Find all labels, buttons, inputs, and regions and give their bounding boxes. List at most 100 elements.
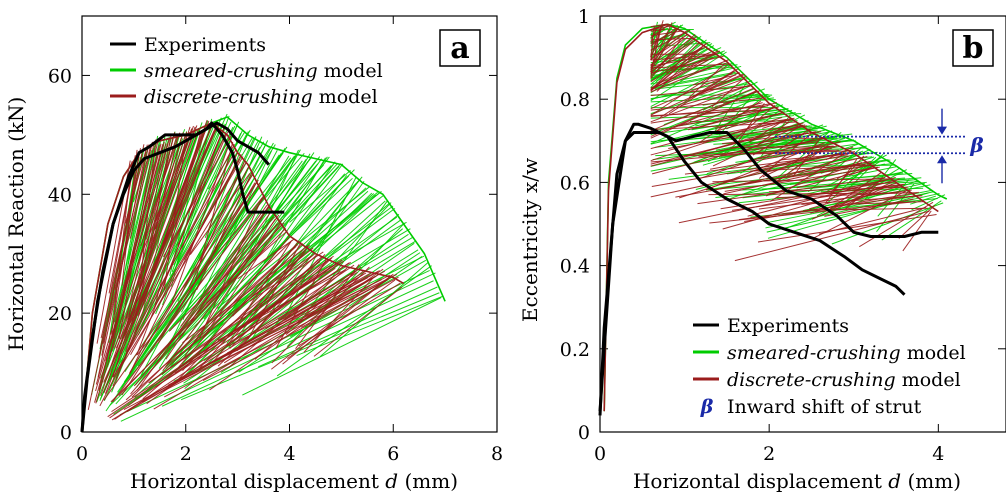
model-spike-line — [111, 132, 205, 367]
model-spike-line — [171, 143, 230, 302]
model-spike-line — [140, 132, 181, 247]
model-spike-line — [679, 149, 839, 157]
model-spike-line — [709, 145, 838, 170]
panel-b-frame — [599, 15, 1006, 433]
model-spike-line — [214, 182, 258, 249]
legend-label: smeared-crushing model — [144, 60, 383, 82]
legend-label: discrete-crushing model — [727, 369, 961, 391]
model-spike-line — [668, 124, 800, 149]
model-spike-line — [650, 29, 691, 57]
model-spike-line — [876, 183, 915, 232]
model-spike-line — [752, 124, 802, 156]
model-spike-line — [680, 127, 822, 141]
panel-b-letter: b — [963, 31, 984, 66]
model-spike-line — [757, 117, 795, 125]
model-spike-line — [811, 183, 893, 220]
model-spike-line — [249, 254, 317, 318]
model-spike-line — [650, 154, 848, 198]
model-spike-line — [133, 216, 275, 387]
model-spike-line — [650, 121, 797, 131]
model-spike-line — [650, 28, 676, 47]
model-spike-line — [208, 157, 292, 261]
model-spike-line — [155, 261, 351, 388]
model-spike-line — [271, 274, 392, 370]
model-spike-line — [148, 255, 334, 384]
model-spike-line — [772, 124, 824, 143]
model-spike-line — [249, 251, 324, 302]
model-spike-line — [153, 275, 377, 410]
model-spike-line — [112, 127, 225, 387]
model-spike-line — [801, 195, 923, 205]
model-spike-line — [252, 255, 312, 297]
model-spike-line — [650, 119, 788, 156]
model-spike-line — [765, 189, 933, 224]
model-spike-line — [786, 155, 850, 177]
model-spike-line — [190, 210, 273, 322]
model-spike-line — [103, 122, 220, 383]
model-spike-line — [725, 119, 793, 134]
y-tick-label: 40 — [48, 184, 72, 206]
legend-label: Experiments — [727, 315, 849, 337]
panel-b-data — [598, 20, 948, 416]
model-spike-line — [650, 125, 808, 165]
x-tick-label: 6 — [387, 443, 399, 465]
model-spike-line — [898, 204, 936, 239]
model-spike-line — [232, 243, 304, 317]
experiment-line — [598, 122, 906, 412]
model-spike-line — [902, 210, 932, 252]
model-spike-line — [719, 90, 757, 136]
model-spike-line — [650, 85, 751, 96]
model-spike-line — [209, 268, 384, 391]
model-spike-line — [824, 198, 914, 217]
series-discrete-crushing-model — [81, 119, 404, 433]
model-spike-line — [650, 23, 667, 28]
y-tick-label: 0 — [578, 422, 590, 444]
experiment-line — [80, 121, 285, 433]
model-envelope-line — [603, 23, 939, 412]
model-spike-line — [161, 280, 434, 407]
model-spike-line — [650, 71, 736, 89]
model-envelope-line — [603, 23, 948, 412]
model-spike-line — [258, 286, 438, 368]
model-spike-line — [859, 201, 934, 248]
model-spike-line — [136, 195, 264, 356]
model-spike-line — [710, 156, 868, 192]
model-spike-line — [757, 214, 937, 243]
model-spike-line — [688, 62, 726, 98]
model-spike-line — [304, 270, 386, 317]
model-spike-line — [124, 151, 147, 224]
model-spike-line — [168, 219, 283, 332]
model-spike-line — [734, 210, 930, 262]
model-spike-line — [792, 139, 820, 178]
model-spike-line — [162, 135, 232, 258]
model-spike-line — [298, 282, 401, 347]
model-spike-line — [650, 116, 783, 162]
model-spike-line — [125, 156, 313, 382]
model-spike-line — [796, 166, 879, 189]
model-spike-line — [121, 182, 261, 396]
model-spike-line — [650, 29, 691, 51]
model-spike-line — [679, 147, 832, 199]
model-spike-line — [112, 195, 266, 403]
model-spike-line — [705, 172, 913, 191]
model-spike-line — [206, 230, 288, 304]
model-spike-line — [158, 125, 198, 228]
y-tick-label: 0.8 — [560, 89, 590, 111]
model-spike-line — [133, 148, 237, 334]
model-spike-line — [679, 65, 742, 81]
model-spike-line — [277, 270, 357, 321]
model-spike-line — [276, 265, 432, 377]
model-spike-line — [125, 143, 169, 320]
model-spike-line — [738, 194, 921, 221]
model-spike-line — [684, 153, 845, 175]
legend-label: smeared-crushing model — [727, 342, 966, 364]
model-spike-line — [169, 123, 207, 276]
model-spike-line — [115, 130, 215, 349]
model-spike-line — [658, 33, 689, 55]
model-spike-line — [113, 216, 398, 415]
model-spike-line — [651, 132, 809, 175]
x-tick-label: 4 — [283, 443, 295, 465]
model-spike-line — [125, 244, 299, 401]
model-spike-line — [650, 103, 772, 124]
